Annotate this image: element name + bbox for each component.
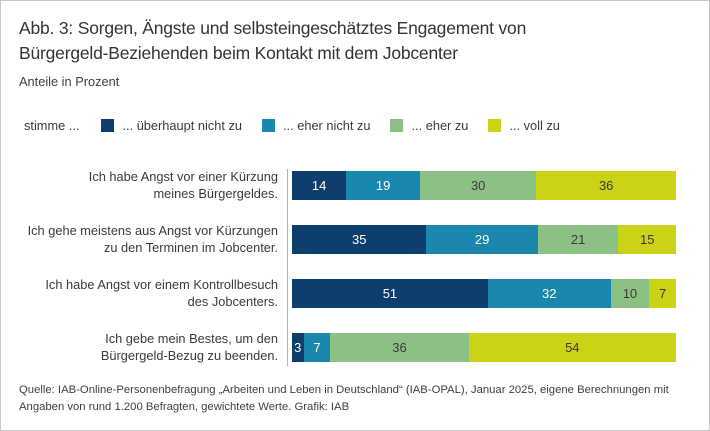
figure-title-line1: Abb. 3: Sorgen, Ängste und selbsteingesc… [19,18,527,38]
bar-segment-eher-nicht-zu: 32 [487,278,611,308]
bar-segment-eher-nicht-zu: 19 [346,170,420,200]
bar-segment-voll-zu: 36 [536,170,676,200]
bar-segment-eher-zu: 21 [537,224,619,254]
category-label-line: Bürgergeld-Bezug zu beenden. [100,348,278,363]
bar-segment-ueberhaupt-nicht-zu: 35 [292,224,427,254]
category-label-line: zu den Terminen im Jobcenter. [103,240,278,255]
chart-row-bestes: Ich gebe mein Bestes, um den Bürgergeld-… [19,320,693,374]
chart-row-kontrollbesuch: Ich habe Angst vor einem Kontrollbesuch … [19,266,693,320]
category-label-line: Ich gehe meistens aus Angst vor Kürzunge… [27,223,278,238]
category-label: Ich habe Angst vor einer Kürzung meines … [19,168,292,202]
legend-swatch-icon [390,119,404,132]
legend-item-eher-zu: ... eher zu [390,118,468,133]
legend: stimme ... ... überhaupt nicht zu ... eh… [24,118,580,133]
chart-row-termine: Ich gehe meistens aus Angst vor Kürzunge… [19,212,693,266]
bar-segment-voll-zu: 15 [618,224,676,254]
bar-segment-ueberhaupt-nicht-zu: 14 [292,170,347,200]
bar-segment-voll-zu: 7 [649,278,676,308]
category-label-line: Ich gebe mein Bestes, um den [105,331,278,346]
bar-segment-eher-zu: 36 [330,332,469,362]
legend-item-label: ... voll zu [509,118,560,133]
legend-swatch-icon [261,119,275,132]
figure-title-line2: Bürgergeld-Beziehenden beim Kontakt mit … [19,43,458,63]
bar-segment-eher-zu: 30 [420,170,537,200]
legend-item-eher-nicht-zu: ... eher nicht zu [261,118,371,133]
source-note-line1: Quelle: IAB-Online-Personenbefragung „Ar… [19,384,669,396]
category-label-line: Ich habe Angst vor einem Kontrollbesuch [45,277,278,292]
category-label-line: Ich habe Angst vor einer Kürzung [88,169,278,184]
stacked-bar: 14 19 30 36 [292,170,676,200]
legend-swatch-icon [488,119,502,132]
axis-line [287,169,288,366]
bar-segment-eher-zu: 10 [610,278,650,308]
bar-segment-ueberhaupt-nicht-zu: 51 [292,278,488,308]
category-label: Ich gebe mein Bestes, um den Bürgergeld-… [19,330,292,364]
legend-item-label: ... eher zu [411,118,469,133]
source-note-line2: Angaben von rund 1.200 Befragten, gewich… [19,401,350,413]
legend-item-voll-zu: ... voll zu [488,118,560,133]
category-label-line: meines Bürgergeldes. [153,186,278,201]
stacked-bar-chart: Ich habe Angst vor einer Kürzung meines … [19,158,693,374]
bar-segment-eher-nicht-zu: 7 [303,332,331,362]
bar-segment-ueberhaupt-nicht-zu: 3 [292,332,304,362]
bar-segment-voll-zu: 54 [468,332,676,362]
bar-segment-eher-nicht-zu: 29 [426,224,538,254]
category-label: Ich gehe meistens aus Angst vor Kürzunge… [19,222,292,256]
legend-swatch-icon [101,119,115,132]
legend-item-label: ... überhaupt nicht zu [122,118,242,133]
legend-item-ueberhaupt-nicht-zu: ... überhaupt nicht zu [101,118,242,133]
category-label-line: des Jobcenters. [187,294,278,309]
legend-prefix: stimme ... [24,118,80,133]
stacked-bar: 35 29 21 15 [292,224,676,254]
category-label: Ich habe Angst vor einem Kontrollbesuch … [19,276,292,310]
source-note: Quelle: IAB-Online-Personenbefragung „Ar… [19,382,695,416]
legend-item-label: ... eher nicht zu [282,118,371,133]
figure-title: Abb. 3: Sorgen, Ängste und selbsteingesc… [19,16,695,66]
figure-subtitle: Anteile in Prozent [19,74,120,89]
chart-row-kuerzung: Ich habe Angst vor einer Kürzung meines … [19,158,693,212]
stacked-bar: 3 7 36 54 [292,332,676,362]
stacked-bar: 51 32 10 7 [292,278,676,308]
